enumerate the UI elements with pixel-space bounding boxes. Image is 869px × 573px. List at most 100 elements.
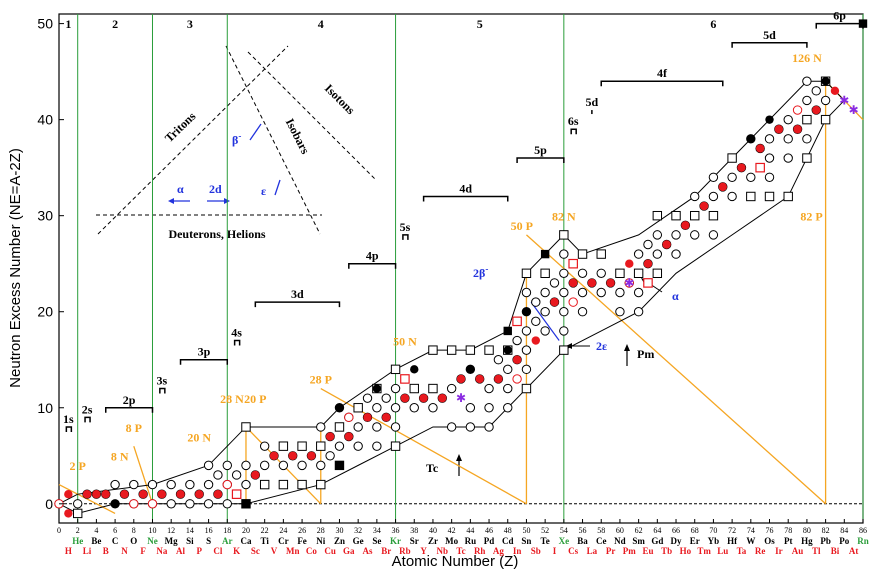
point-red-open-circle xyxy=(792,105,803,115)
point-red-circle xyxy=(64,489,73,499)
point-open-circle xyxy=(390,422,401,432)
x-tick-label: 42 xyxy=(448,526,456,535)
point-open-circle xyxy=(512,335,522,346)
element-symbol-top: Ne xyxy=(147,536,158,546)
element-symbol-top: Ca xyxy=(240,536,251,546)
point-red-circle xyxy=(269,451,279,460)
point-open-square xyxy=(409,383,419,394)
x-tick-label: 58 xyxy=(597,526,605,535)
subshell-label: 5p xyxy=(534,143,547,157)
element-symbol-bottom: Tb xyxy=(661,546,672,556)
point-open-circle xyxy=(802,76,812,86)
x-tick-label: 38 xyxy=(410,526,418,535)
x-tick-label: 28 xyxy=(317,526,325,535)
element-symbol-top: Ge xyxy=(353,536,364,546)
x-tick-label: 60 xyxy=(616,526,624,535)
element-symbol-bottom: Co xyxy=(306,546,317,556)
point-open-circle xyxy=(820,95,831,106)
point-red-open-circle xyxy=(129,499,139,509)
magic-line xyxy=(526,234,827,505)
point-open-circle xyxy=(185,499,195,509)
x-tick-label: 30 xyxy=(335,526,343,535)
point-open-circle xyxy=(166,499,176,509)
point-open-circle xyxy=(690,230,700,240)
point-open-circle xyxy=(372,441,382,451)
y-tick-label: 30 xyxy=(37,208,53,224)
point-open-square xyxy=(334,422,345,432)
element-symbol-bottom: Y xyxy=(420,546,427,556)
inset-label-isotons: Isotons xyxy=(322,81,358,117)
point-open-circle xyxy=(353,422,363,432)
element-symbol-top: Yb xyxy=(708,536,720,546)
point-open-square xyxy=(521,268,532,279)
point-open-circle xyxy=(521,345,532,355)
element-symbol-bottom: Br xyxy=(381,546,391,556)
subshell-label: 6p xyxy=(833,9,846,23)
point-open-circle xyxy=(633,287,644,298)
magic-number-label: 82 N xyxy=(552,209,576,223)
subshell-bracket xyxy=(516,157,565,164)
point-red-circle xyxy=(400,393,410,403)
magic-number-label: 50 P xyxy=(511,219,533,233)
point-red-circle xyxy=(213,489,223,499)
point-red-circle xyxy=(64,509,73,518)
point-black-square xyxy=(335,461,344,470)
x-tick-label: 34 xyxy=(373,526,381,535)
x-tick-label: 48 xyxy=(504,526,512,535)
point-red-open-circle xyxy=(624,278,634,288)
point-open-circle xyxy=(652,249,663,259)
point-open-square xyxy=(615,268,625,279)
inset-label-deuterons: Deuterons, Helions xyxy=(168,227,265,241)
point-open-circle xyxy=(325,451,335,461)
point-red-circle xyxy=(456,374,466,384)
x-tick-label: 20 xyxy=(242,526,250,535)
point-open-circle xyxy=(727,172,737,182)
point-open-circle xyxy=(465,403,476,413)
element-symbol-bottom: Bi xyxy=(831,546,840,556)
element-symbol-top: Ni xyxy=(316,536,325,546)
element-symbol-bottom: Nb xyxy=(437,546,449,556)
point-open-circle xyxy=(259,460,270,471)
x-tick-label: 0 xyxy=(57,526,61,535)
inset-arrow-beta: β- xyxy=(232,123,262,147)
inset-arrow-2d: 2d xyxy=(207,182,230,204)
point-open-circle xyxy=(615,287,625,298)
x-tick-label: 74 xyxy=(747,526,755,535)
point-open-circle xyxy=(390,383,401,394)
point-open-square xyxy=(316,479,326,490)
point-purple-star: ✱ xyxy=(456,391,466,405)
point-black-square xyxy=(241,499,251,508)
point-open-circle xyxy=(521,364,532,375)
y-tick-label: 50 xyxy=(37,16,53,32)
x-tick-label: 50 xyxy=(522,526,530,535)
point-red-circle xyxy=(793,125,802,134)
point-open-circle xyxy=(372,403,382,413)
point-open-square xyxy=(465,345,476,355)
point-purple-star: ✱ xyxy=(624,276,634,290)
point-open-circle xyxy=(316,460,326,471)
subshell-label: 3p xyxy=(198,345,211,359)
point-open-circle xyxy=(633,249,644,259)
y-tick-label: 40 xyxy=(37,112,53,128)
point-open-circle xyxy=(381,393,391,403)
subshell-bracket xyxy=(348,262,397,269)
point-open-circle xyxy=(484,383,494,394)
element-symbol-bottom: Ir xyxy=(775,546,783,556)
point-open-circle xyxy=(708,172,719,182)
point-open-square xyxy=(559,230,569,240)
point-red-circle xyxy=(101,489,110,499)
magic-line xyxy=(58,484,116,514)
point-open-square xyxy=(316,441,326,451)
point-black-square xyxy=(540,249,550,259)
element-symbol-bottom: La xyxy=(587,546,598,556)
point-open-circle xyxy=(484,422,494,432)
subshell-bracket xyxy=(179,358,229,365)
point-open-circle xyxy=(222,460,232,471)
point-open-square xyxy=(353,403,363,413)
point-red-circle xyxy=(438,393,447,403)
point-open-circle xyxy=(577,287,588,298)
element-symbol-bottom: Tl xyxy=(812,546,821,556)
subshell-bracket xyxy=(570,128,577,135)
element-symbol-bottom: As xyxy=(363,546,373,556)
point-red-circle xyxy=(157,489,167,499)
